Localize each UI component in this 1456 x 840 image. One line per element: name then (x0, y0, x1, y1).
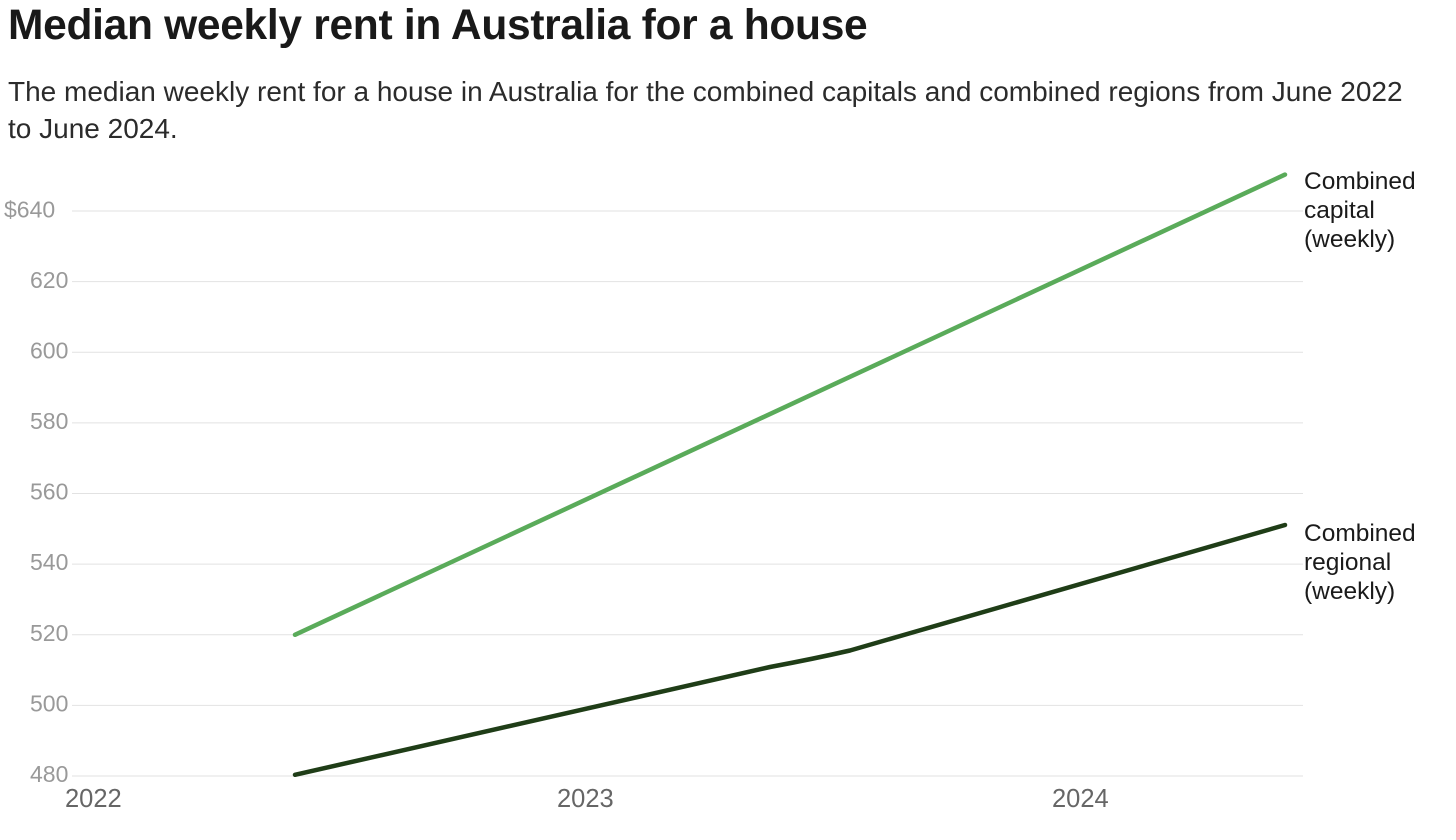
svg-text:560: 560 (30, 479, 68, 505)
svg-text:Combined: Combined (1304, 520, 1416, 547)
svg-text:2024: 2024 (1052, 785, 1109, 813)
svg-text:$640: $640 (4, 197, 55, 223)
svg-text:capital: capital (1304, 197, 1375, 224)
svg-text:620: 620 (30, 267, 68, 293)
svg-text:540: 540 (30, 549, 68, 575)
svg-text:500: 500 (30, 691, 68, 717)
svg-text:600: 600 (30, 338, 68, 364)
svg-text:520: 520 (30, 620, 68, 646)
svg-text:580: 580 (30, 408, 68, 434)
svg-text:2023: 2023 (557, 785, 614, 813)
svg-text:2022: 2022 (65, 785, 122, 813)
svg-text:Combined: Combined (1304, 168, 1416, 195)
svg-text:(weekly): (weekly) (1304, 578, 1395, 605)
svg-text:regional: regional (1304, 549, 1391, 576)
svg-text:480: 480 (30, 761, 68, 787)
svg-text:(weekly): (weekly) (1304, 226, 1395, 253)
